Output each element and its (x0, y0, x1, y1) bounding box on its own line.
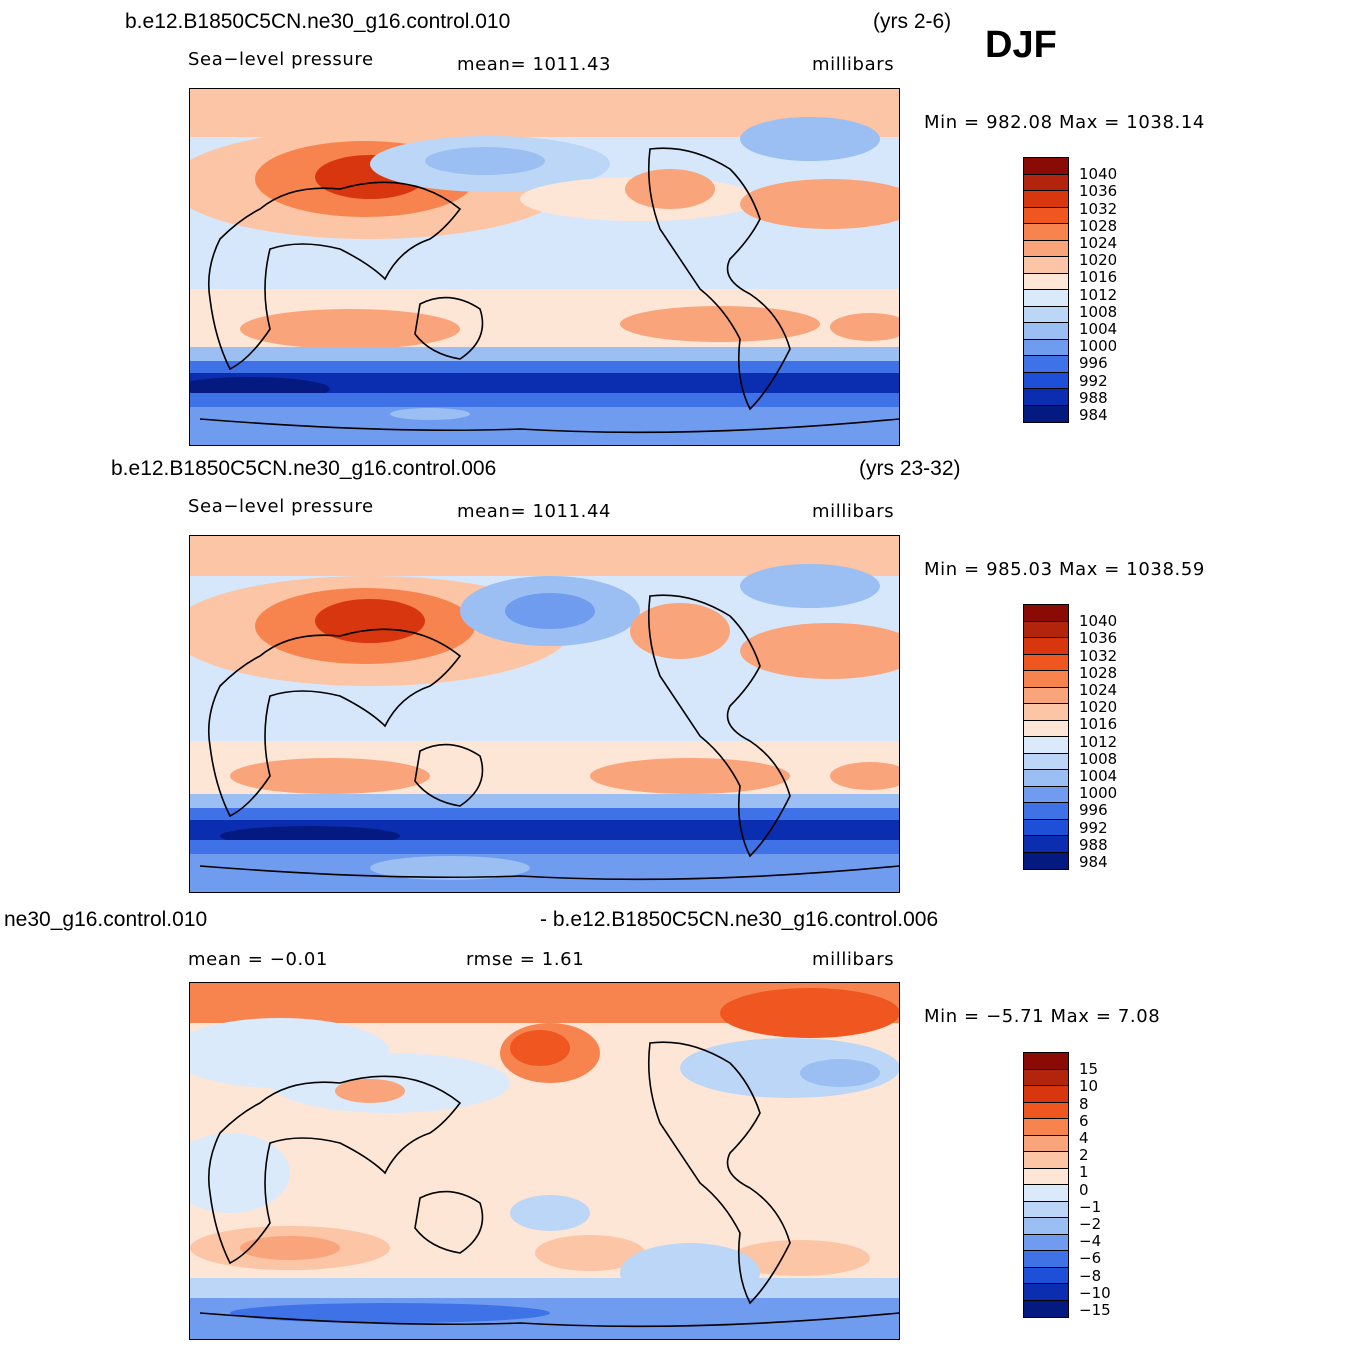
colorbar-tick-label: 10 (1079, 1077, 1099, 1096)
panel1-variable: Sea−level pressure (188, 49, 374, 70)
colorbar-tick-label: 1 (1079, 1163, 1089, 1182)
colorbar-tick-label: 8 (1079, 1094, 1089, 1113)
colorbar-tick-label: 988 (1079, 835, 1108, 854)
colorbar-tick-label: 996 (1079, 354, 1108, 373)
colorbar-tick-label: 1028 (1079, 216, 1118, 235)
panel2-minmax: Min = 985.03 Max = 1038.59 (924, 559, 1205, 580)
panel3-rmse: rmse = 1.61 (466, 949, 585, 970)
panel2-case-title: b.e12.B1850C5CN.ne30_g16.control.006 (111, 457, 497, 480)
panel3-colorbar (1023, 1052, 1069, 1318)
season-label: DJF (985, 24, 1057, 66)
colorbar-tick-label: 984 (1079, 406, 1108, 424)
panel3-mean: mean = −0.01 (188, 949, 328, 970)
colorbar-tick-label: 1020 (1079, 698, 1118, 717)
colorbar-tick-label: 1028 (1079, 663, 1118, 682)
colorbar-tick-label: 984 (1079, 853, 1108, 871)
colorbar-tick-label: 1040 (1079, 165, 1118, 184)
colorbar-tick-label: −2 (1079, 1215, 1102, 1233)
colorbar-tick-label: 992 (1079, 371, 1108, 390)
colorbar-tick-label: 1016 (1079, 268, 1118, 287)
colorbar-tick-label: 1012 (1079, 285, 1118, 304)
colorbar-tick-label: 1016 (1079, 715, 1118, 734)
colorbar-tick-label: −1 (1079, 1197, 1102, 1216)
colorbar-tick-label: 1032 (1079, 199, 1118, 218)
colorbar-tick-label: 1036 (1079, 629, 1118, 648)
colorbar-tick-label: 0 (1079, 1180, 1089, 1199)
panel2-variable: Sea−level pressure (188, 496, 374, 517)
colorbar-tick-label: 1000 (1079, 784, 1118, 803)
colorbar-tick-label: 1000 (1079, 337, 1118, 356)
colorbar-tick-label: 2 (1079, 1146, 1089, 1165)
colorbar-tick-label: −15 (1079, 1301, 1111, 1319)
colorbar-tick-label: −6 (1079, 1249, 1102, 1268)
colorbar-tick-label: 1020 (1079, 251, 1118, 270)
panel1-units: millibars (812, 54, 895, 75)
colorbar-tick-label: 4 (1079, 1129, 1089, 1147)
colorbar-tick-label: 1012 (1079, 732, 1118, 751)
panel1-mean: mean= 1011.43 (457, 54, 612, 75)
panel3-case-right: - b.e12.B1850C5CN.ne30_g16.control.006 (540, 908, 939, 931)
panel3-map (189, 982, 900, 1340)
colorbar-tick-label: 1036 (1079, 182, 1118, 201)
panel1-case-title: b.e12.B1850C5CN.ne30_g16.control.010 (125, 10, 511, 33)
colorbar-tick-label: 1024 (1079, 234, 1118, 252)
colorbar-tick-label: 1024 (1079, 681, 1118, 699)
panel1-map (189, 88, 900, 446)
panel3-minmax: Min = −5.71 Max = 7.08 (924, 1006, 1161, 1027)
colorbar-tick-label: −4 (1079, 1232, 1102, 1251)
colorbar-tick-label: 992 (1079, 818, 1108, 837)
colorbar-tick-label: −8 (1079, 1266, 1102, 1285)
panel2-colorbar (1023, 604, 1069, 870)
colorbar-tick-label: 15 (1079, 1060, 1099, 1079)
colorbar-tick-label: 1008 (1079, 302, 1118, 321)
colorbar-tick-label: −10 (1079, 1283, 1111, 1302)
colorbar-tick-label: 1004 (1079, 767, 1118, 785)
panel2-years: (yrs 23-32) (859, 457, 961, 480)
colorbar-tick-label: 1008 (1079, 749, 1118, 768)
panel1-colorbar (1023, 157, 1069, 423)
panel2-mean: mean= 1011.44 (457, 501, 612, 522)
colorbar-tick-label: 6 (1079, 1111, 1089, 1130)
panel1-minmax: Min = 982.08 Max = 1038.14 (924, 112, 1205, 133)
panel3-units: millibars (812, 949, 895, 970)
panel2-map (189, 535, 900, 893)
panel3-case-left: ne30_g16.control.010 (4, 908, 208, 931)
colorbar-tick-label: 1040 (1079, 612, 1118, 631)
colorbar-tick-label: 1004 (1079, 320, 1118, 338)
colorbar-tick-label: 996 (1079, 801, 1108, 820)
panel1-years: (yrs 2-6) (873, 10, 952, 33)
panel2-units: millibars (812, 501, 895, 522)
colorbar-tick-label: 988 (1079, 388, 1108, 407)
colorbar-tick-label: 1032 (1079, 646, 1118, 665)
